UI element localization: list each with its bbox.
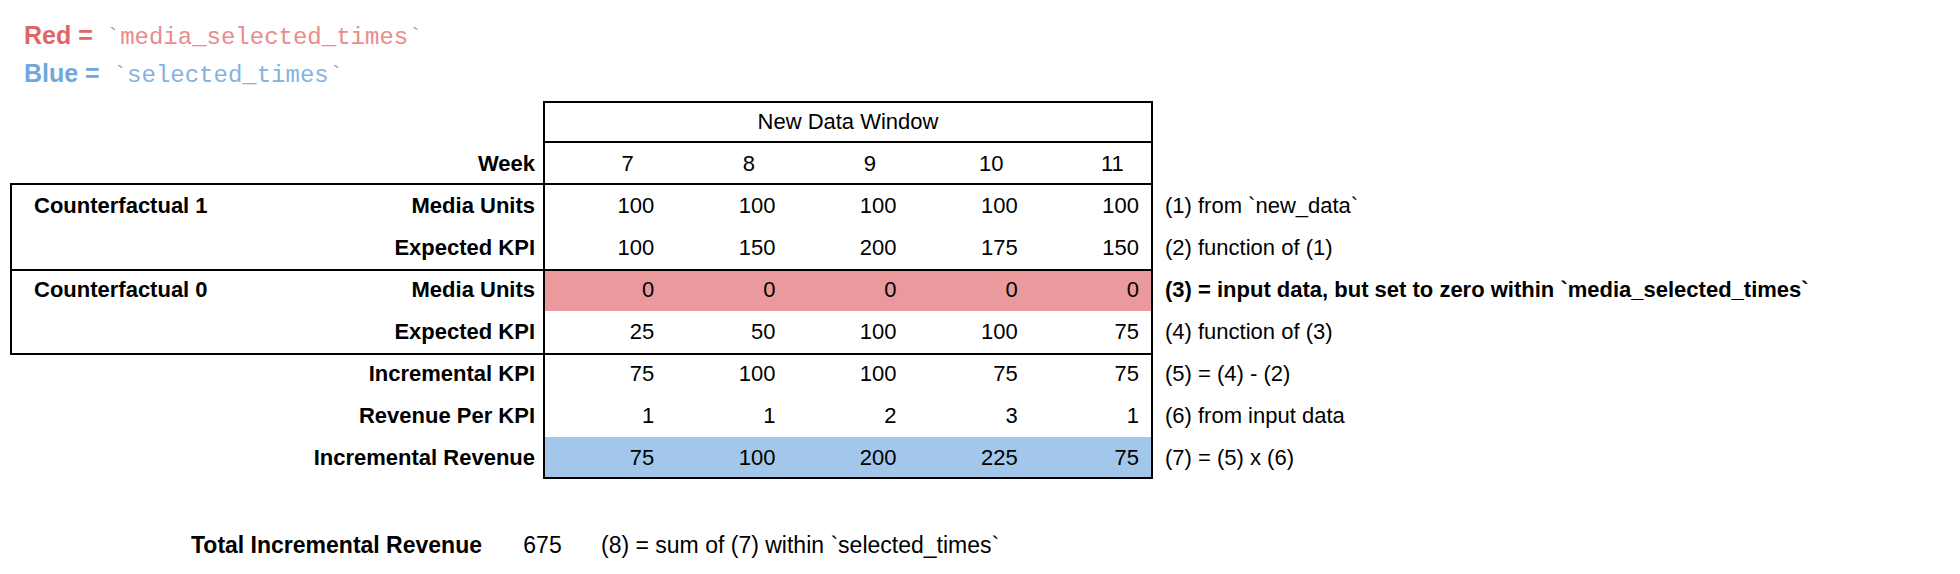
total-incremental-revenue-value: 675 — [500, 528, 585, 562]
row-label: Expected KPI — [240, 311, 535, 353]
row-note: (5) = (4) - (2) — [1165, 353, 1290, 395]
data-cell: 100 — [787, 311, 908, 353]
legend-red-line: Red = `media_selected_times` — [24, 20, 423, 53]
data-cell: 150 — [1030, 227, 1151, 269]
data-cell: 1 — [666, 395, 787, 437]
data-cell: 0 — [666, 269, 787, 311]
data-cell: 50 — [666, 311, 787, 353]
table-row: 1 1 2 3 1 — [545, 395, 1151, 437]
row-note: (2) function of (1) — [1165, 227, 1333, 269]
row-label: Media Units — [240, 185, 535, 227]
row-label: Incremental Revenue — [240, 437, 535, 479]
data-cell: 1 — [545, 395, 666, 437]
data-cell: 200 — [787, 437, 908, 479]
data-cell: 75 — [1030, 437, 1151, 479]
row-note: (1) from `new_data` — [1165, 185, 1358, 227]
data-cell: 2 — [787, 395, 908, 437]
legend-blue-code: `selected_times` — [113, 62, 343, 89]
data-cell: 100 — [1030, 185, 1151, 227]
table-row: 100 150 200 175 150 — [545, 227, 1151, 269]
data-cell: 75 — [1030, 353, 1151, 395]
legend-red-code: `media_selected_times` — [106, 24, 423, 51]
data-cell: 100 — [666, 185, 787, 227]
row-note: (4) function of (3) — [1165, 311, 1333, 353]
data-cell: 1 — [1030, 395, 1151, 437]
data-cell: 100 — [666, 353, 787, 395]
data-cell: 100 — [545, 227, 666, 269]
week-label: Week — [240, 143, 535, 185]
section-label-counterfactual-0: Counterfactual 0 — [34, 269, 208, 311]
data-cell: 25 — [545, 311, 666, 353]
row-label: Revenue Per KPI — [240, 395, 535, 437]
data-cell: 100 — [545, 185, 666, 227]
row-label: Incremental KPI — [240, 353, 535, 395]
data-cell: 100 — [787, 353, 908, 395]
data-cell: 0 — [545, 269, 666, 311]
data-cell: 100 — [909, 311, 1030, 353]
data-cell: 100 — [909, 185, 1030, 227]
table-header-row: New Data Window — [545, 101, 1151, 143]
data-cell: 225 — [909, 437, 1030, 479]
data-cell: 200 — [787, 227, 908, 269]
week-cell: 8 — [666, 143, 787, 185]
total-note: (8) = sum of (7) within `selected_times` — [601, 528, 999, 562]
week-cell: 10 — [909, 143, 1030, 185]
table-row: 75 100 100 75 75 — [545, 353, 1151, 395]
table-row: 0 0 0 0 0 — [545, 269, 1151, 311]
week-numbers-row: 7 8 9 10 11 — [545, 143, 1151, 185]
week-cell: 11 — [1030, 143, 1151, 185]
week-cell: 9 — [787, 143, 908, 185]
row-note: (7) = (5) x (6) — [1165, 437, 1294, 479]
data-cell: 0 — [1030, 269, 1151, 311]
data-cell: 150 — [666, 227, 787, 269]
data-cell: 3 — [909, 395, 1030, 437]
data-cell: 175 — [909, 227, 1030, 269]
total-incremental-revenue-label: Total Incremental Revenue — [160, 528, 482, 562]
data-cell: 100 — [666, 437, 787, 479]
legend-blue-line: Blue = `selected_times` — [24, 58, 343, 91]
data-cell: 0 — [787, 269, 908, 311]
row-label: Media Units — [240, 269, 535, 311]
new-data-window-header: New Data Window — [545, 101, 1151, 143]
row-note: (6) from input data — [1165, 395, 1345, 437]
data-cell: 0 — [909, 269, 1030, 311]
table-row: 100 100 100 100 100 — [545, 185, 1151, 227]
data-cell: 100 — [787, 185, 908, 227]
legend-red-label: Red = — [24, 21, 93, 49]
week-cell: 7 — [545, 143, 666, 185]
data-cell: 75 — [545, 437, 666, 479]
row-label: Expected KPI — [240, 227, 535, 269]
section-label-counterfactual-1: Counterfactual 1 — [34, 185, 208, 227]
table-row: 75 100 200 225 75 — [545, 437, 1151, 479]
data-cell: 75 — [1030, 311, 1151, 353]
data-cell: 75 — [545, 353, 666, 395]
legend-blue-label: Blue = — [24, 59, 100, 87]
row-note: (3) = input data, but set to zero within… — [1165, 269, 1809, 311]
data-cell: 75 — [909, 353, 1030, 395]
table-row: 25 50 100 100 75 — [545, 311, 1151, 353]
figure-canvas: Red = `media_selected_times` Blue = `sel… — [0, 0, 1960, 574]
